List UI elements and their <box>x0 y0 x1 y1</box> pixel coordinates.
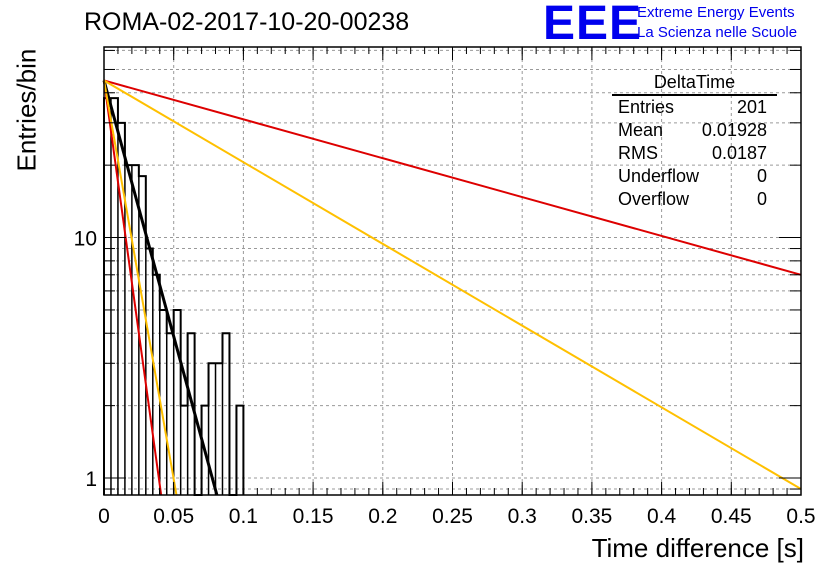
stats-box: DeltaTime Entries 201 Mean 0.01928 RMS 0… <box>612 72 777 211</box>
y-axis-label: Entries/bin <box>11 48 42 172</box>
stats-row: Overflow 0 <box>612 188 777 211</box>
y-tick-label: 10 <box>74 228 97 251</box>
stats-label: Underflow <box>618 166 700 186</box>
fit-curves <box>102 79 802 496</box>
chart-title: ROMA-02-2017-10-20-00238 <box>84 8 410 36</box>
x-axis: 0 0.05 0.1 0.15 0.2 0.25 0.3 0.35 0.4 0.45 0.5 <box>98 47 816 528</box>
stats-title: DeltaTime <box>612 72 777 96</box>
x-tick-label: 0.15 <box>293 505 334 528</box>
stats-row: Mean 0.01928 <box>612 119 777 142</box>
x-tick-label: 0.1 <box>229 505 258 528</box>
x-tick-label: 0.2 <box>368 505 397 528</box>
stats-value: 201 <box>736 97 767 117</box>
x-tick-label: 0.35 <box>571 505 612 528</box>
x-tick-label: 0.45 <box>711 505 752 528</box>
stats-label: RMS <box>618 143 658 163</box>
stats-row: RMS 0.0187 <box>612 142 777 165</box>
stats-row: Entries 201 <box>612 96 777 119</box>
x-axis-label: Time difference [s] <box>591 533 804 563</box>
x-tick-label: 0.05 <box>153 505 194 528</box>
eee-logo-line2: La Scienza nelle Scuole <box>637 24 798 41</box>
stats-value: 0.0187 <box>711 143 767 163</box>
fit-curve <box>103 79 802 276</box>
eee-logo: EEE <box>543 0 643 50</box>
y-axis: 1 10 <box>74 49 801 491</box>
x-tick-label: 0.25 <box>432 505 473 528</box>
stats-row: Underflow 0 <box>612 165 777 188</box>
stats-value: 0 <box>756 189 767 209</box>
stats-label: Mean <box>618 120 664 140</box>
stats-label: Overflow <box>618 189 690 209</box>
fit-curve <box>103 80 163 496</box>
x-tick-label: 0.4 <box>647 505 677 528</box>
x-tick-label: 0.3 <box>508 505 537 528</box>
stats-value: 0.01928 <box>701 120 767 140</box>
stats-value: 0 <box>756 166 767 186</box>
fit-curve <box>103 80 178 496</box>
stats-label: Entries <box>618 97 675 117</box>
eee-logo-line1: Extreme Energy Events <box>637 4 795 21</box>
x-tick-label: 0 <box>98 505 110 528</box>
x-tick-label: 0.5 <box>786 505 815 528</box>
fit-curve <box>102 80 219 496</box>
fit-curve <box>103 79 802 490</box>
y-tick-label: 1 <box>85 468 97 491</box>
